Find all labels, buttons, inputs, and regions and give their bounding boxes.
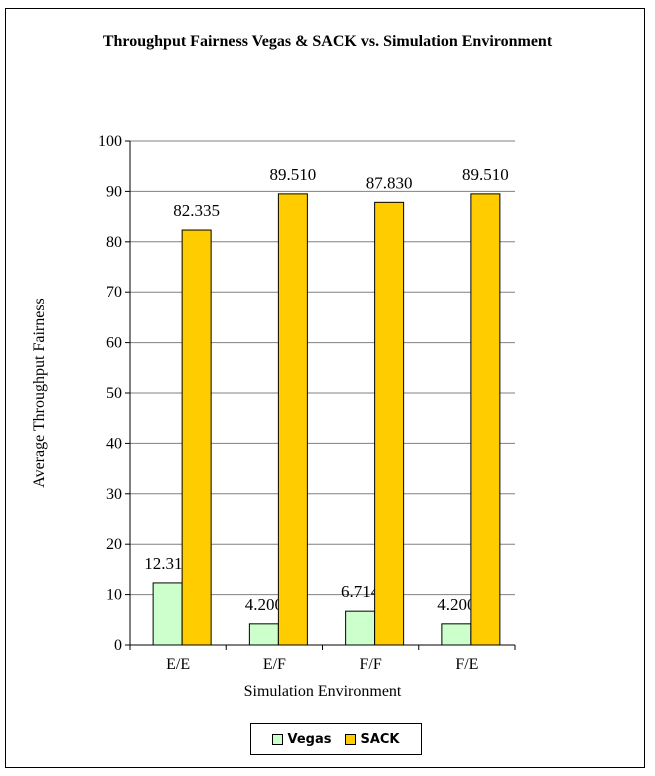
bar-sack: [374, 201, 405, 646]
data-label-vegas: 4.200: [437, 595, 475, 614]
y-tick-label: 90: [106, 183, 122, 200]
data-label-sack: 82.335: [173, 201, 220, 220]
y-tick-label: 0: [114, 637, 122, 654]
y-tick-label: 80: [106, 234, 122, 251]
data-label-sack: 89.510: [270, 165, 317, 184]
bar-vegas: [152, 582, 183, 646]
legend-label-vegas: Vegas: [287, 731, 332, 747]
legend: Vegas SACK: [250, 723, 422, 755]
y-tick-label: 70: [106, 284, 122, 301]
y-tick-label: 100: [98, 133, 122, 150]
data-label-sack: 89.510: [462, 165, 509, 184]
legend-swatch-vegas: [272, 733, 284, 745]
y-tick-label: 20: [106, 536, 122, 553]
x-tick-label: E/E: [166, 656, 190, 673]
bar-sack: [181, 229, 212, 646]
data-label-vegas: 12.318: [144, 554, 191, 573]
legend-item-vegas: Vegas: [272, 732, 331, 747]
y-tick-label: 60: [106, 335, 122, 352]
bar-sack: [470, 193, 501, 646]
chart-title: Throughput Fairness Vegas & SACK vs. Sim…: [102, 33, 553, 50]
x-tick-label: F/E: [455, 656, 478, 673]
y-tick-label: 30: [106, 486, 122, 503]
legend-label-sack: SACK: [360, 731, 400, 747]
x-tick-label: F/F: [360, 656, 382, 673]
y-tick-label: 40: [106, 435, 122, 452]
bar-sack: [277, 193, 308, 646]
x-axis-title: Simulation Environment: [244, 683, 402, 700]
y-tick-label: 10: [106, 587, 122, 604]
legend-swatch-sack: [345, 733, 357, 745]
x-tick-label: E/F: [263, 656, 286, 673]
bar-vegas: [248, 623, 279, 646]
data-label-sack: 87.830: [366, 173, 413, 192]
data-label-vegas: 4.200: [245, 595, 283, 614]
data-label-vegas: 6.714: [341, 582, 380, 601]
legend-item-sack: SACK: [345, 731, 400, 747]
chart-frame: [5, 8, 645, 768]
y-axis-title: Average Throughput Fairness: [31, 298, 48, 488]
y-tick-label: 50: [106, 385, 122, 402]
bar-vegas: [441, 623, 472, 646]
bar-vegas: [345, 610, 376, 646]
